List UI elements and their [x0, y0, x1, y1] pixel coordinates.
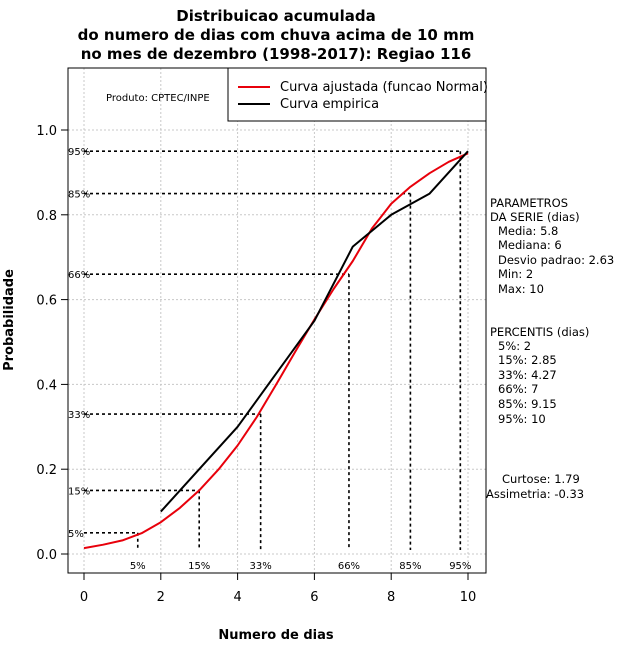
percentile-left-label: 95% — [68, 147, 90, 158]
percentil-5: 5%: 2 — [498, 339, 531, 353]
percentile-bottom-label: 95% — [449, 561, 471, 572]
y-tick-label: 0.8 — [36, 209, 57, 224]
percentile-left-label: 66% — [68, 270, 90, 281]
y-axis-label: Probabilidade — [2, 269, 17, 371]
percentile-left-label: 5% — [68, 529, 84, 540]
plot-frame — [67, 67, 487, 574]
series-line-fitted-normal — [83, 152, 469, 550]
percentil-15: 15%: 2.85 — [498, 353, 557, 367]
percentile-bottom-label: 5% — [130, 561, 146, 572]
legend: Curva ajustada (funcao Normal) Curva emp… — [227, 67, 488, 122]
y-tick-label: 0.2 — [36, 463, 57, 478]
x-tick-label: 2 — [157, 590, 165, 605]
x-axis: 0 2 4 6 8 10 — [80, 572, 477, 605]
percentis-title: PERCENTIS (dias) — [490, 325, 589, 339]
parametros-title-1: PARAMETROS — [490, 196, 568, 210]
parametro-mediana: Mediana: 6 — [498, 238, 562, 252]
percentile-left-label: 85% — [68, 190, 90, 201]
percentile-bottom-label: 15% — [188, 561, 210, 572]
y-tick-label: 0.6 — [36, 294, 57, 309]
parametros-title-2: DA SERIE (dias) — [490, 210, 580, 224]
assimetria: Assimetria: -0.33 — [486, 487, 584, 501]
x-axis-label: Numero de dias — [218, 628, 334, 643]
legend-label-fitted: Curva ajustada (funcao Normal) — [280, 80, 488, 95]
parametro-desvio: Desvio padrao: 2.63 — [498, 253, 614, 267]
y-tick-label: 0.0 — [36, 548, 57, 563]
percentile-lines: 5% 5% 15% 15% 33% 33% 66% 66% 85% 85% 95% 95% — [68, 147, 471, 572]
chart-title-line-3: no mes de dezembro (1998-2017): Regiao 1… — [81, 45, 472, 63]
parametro-min: Min: 2 — [498, 267, 533, 281]
series-layer — [83, 150, 469, 550]
series-line-empirical — [160, 150, 469, 513]
x-tick-label: 0 — [80, 590, 88, 605]
x-tick-label: 10 — [460, 590, 477, 605]
percentile-bottom-label: 66% — [338, 561, 360, 572]
percentile-left-label: 15% — [68, 486, 90, 497]
y-axis: 0.0 0.2 0.4 0.6 0.8 1.0 — [36, 124, 69, 563]
x-tick-label: 4 — [233, 590, 241, 605]
percentil-95: 95%: 10 — [498, 412, 546, 426]
percentile-bottom-label: 33% — [250, 561, 272, 572]
percentil-33: 33%: 4.27 — [498, 368, 557, 382]
percentil-66: 66%: 7 — [498, 382, 538, 396]
legend-box — [227, 67, 487, 122]
chart-title-line-1: Distribuicao acumulada — [176, 7, 375, 25]
y-tick-label: 1.0 — [36, 124, 57, 139]
parametro-media: Media: 5.8 — [498, 224, 558, 238]
percentile-left-label: 33% — [68, 410, 90, 421]
curtose: Curtose: 1.79 — [502, 472, 580, 486]
percentile-bottom-label: 85% — [399, 561, 421, 572]
percentil-85: 85%: 9.15 — [498, 397, 557, 411]
y-tick-label: 0.4 — [36, 378, 57, 393]
grid — [68, 68, 486, 573]
legend-label-empirical: Curva empirica — [280, 97, 379, 112]
product-label: Produto: CPTEC/INPE — [106, 93, 210, 104]
x-tick-label: 6 — [310, 590, 318, 605]
chart-title-line-2: do numero de dias com chuva acima de 10 … — [78, 26, 475, 44]
side-panel: PARAMETROS DA SERIE (dias) Media: 5.8 Me… — [486, 196, 614, 501]
parametro-max: Max: 10 — [498, 282, 544, 296]
x-tick-label: 8 — [387, 590, 395, 605]
